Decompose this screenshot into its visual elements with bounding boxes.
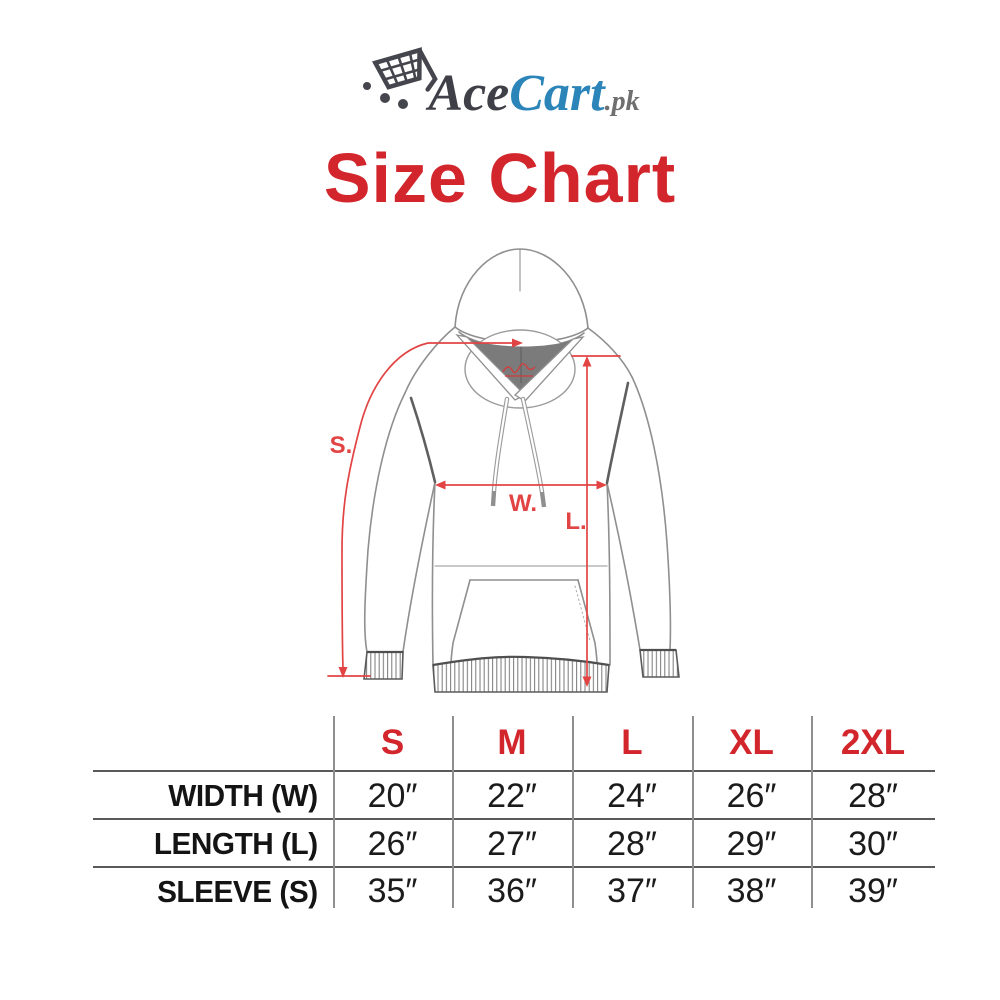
cart-accent-dot: [363, 82, 372, 90]
width-value-2xl: 28″: [848, 776, 898, 815]
shoulder-seams: [409, 381, 630, 485]
measure-lines: [327, 338, 621, 687]
size-column-header: XL: [729, 722, 774, 762]
hoodie-diagram: S. W. L.: [327, 248, 680, 693]
ribbed-cuff-left: [363, 651, 404, 680]
width-measure-arrow: [435, 480, 607, 490]
brand-tld: .pk: [604, 86, 640, 117]
table-rule: [93, 818, 935, 820]
width-measure-label: W.: [509, 490, 537, 517]
size-column-header: L: [621, 722, 643, 762]
width-value-s: 20″: [367, 776, 418, 815]
width-value-m: 22″: [487, 776, 537, 815]
width-value-xl: 26″: [726, 776, 777, 815]
aglet: [490, 490, 497, 507]
sleeve-measure-label: S.: [330, 432, 353, 459]
brand-name-ace: Ace: [428, 65, 510, 122]
cart-wheel-dot: [380, 93, 391, 103]
left-sleeve: [363, 392, 406, 653]
page-title: Size Chart: [323, 139, 677, 217]
hoodie-outline: [363, 248, 672, 666]
drawstrings: [490, 396, 547, 508]
table-rule: [811, 716, 813, 908]
length-value-xl: 29″: [726, 824, 777, 863]
table-rule: [93, 866, 935, 868]
table-rule: [452, 716, 454, 908]
sleeve-value-2xl: 39″: [848, 872, 898, 910]
brand-logo: AceCart.pk: [0, 42, 1000, 120]
length-value-m: 27″: [487, 824, 537, 863]
row-label-length: LENGTH (L): [153, 826, 318, 861]
shopping-cart-icon: [363, 47, 439, 109]
table-rule: [333, 716, 335, 908]
length-value-2xl: 30″: [848, 824, 898, 863]
collar-flaps: [455, 333, 585, 402]
sleeve-value-s: 35″: [367, 872, 418, 910]
table-rule: [692, 716, 694, 908]
length-value-s: 26″: [367, 824, 418, 863]
kangaroo-pocket: [450, 579, 598, 665]
hood: [454, 248, 589, 329]
length-measure-line: [571, 355, 621, 687]
table-rule: [572, 716, 574, 908]
brand-script-mark: [502, 363, 536, 377]
sleeve-measure-line: [327, 338, 523, 678]
cart-wheel-dot: [398, 99, 409, 109]
sleeve-value-xl: 38″: [726, 872, 777, 910]
hood-lining: [461, 335, 579, 393]
ribbed-cuff-right: [639, 649, 680, 678]
width-value-l: 24″: [607, 776, 657, 815]
length-value-l: 28″: [607, 824, 657, 863]
length-measure-label: L.: [565, 508, 586, 535]
brand-wordmark: AceCart.pk: [428, 68, 639, 120]
size-column-header: S: [380, 722, 405, 762]
size-table: S M L XL 2XL WIDTH (W) 20″ 22″ 24″ 26″ 2…: [85, 713, 935, 915]
row-label-width: WIDTH (W): [168, 778, 318, 813]
table-corner-cell: [85, 713, 333, 772]
aglet: [539, 491, 547, 508]
size-column-header: 2XL: [840, 722, 906, 762]
right-sleeve: [631, 376, 672, 651]
table-rule: [93, 770, 935, 772]
sleeve-value-l: 37″: [607, 872, 657, 910]
brand-name-cart: Cart: [509, 65, 605, 122]
size-column-header: M: [497, 722, 527, 762]
row-label-sleeve: SLEEVE (S): [157, 873, 318, 909]
sleeve-value-m: 36″: [487, 872, 537, 910]
